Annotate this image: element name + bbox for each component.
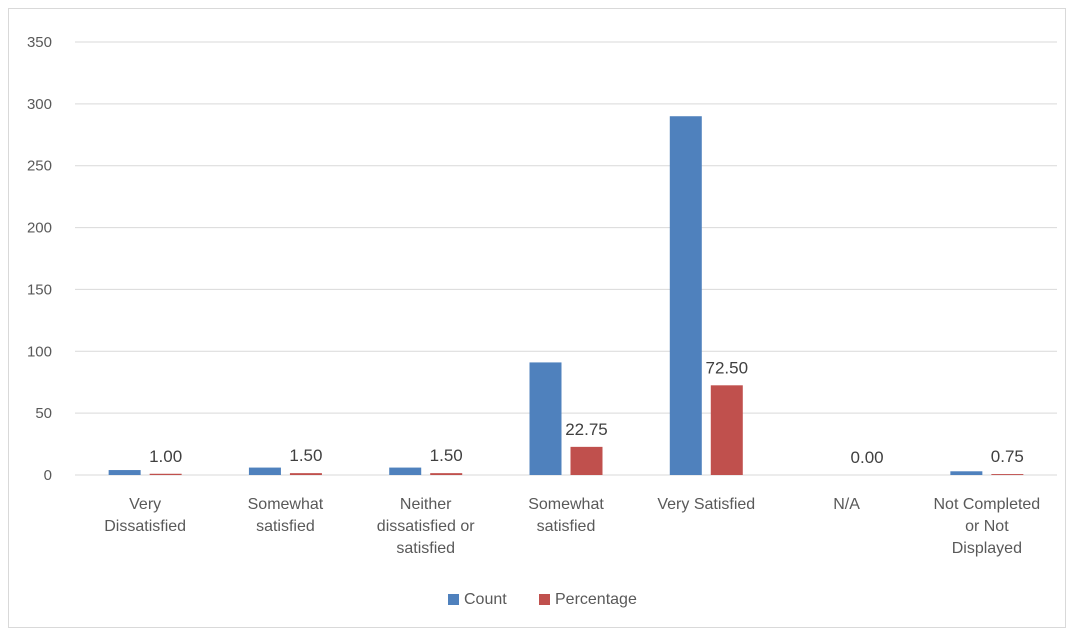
data-labels: 1.00 1.50 1.50 22.75 72.50 0.00 0.75 [149,358,1024,467]
count-bar [248,467,281,475]
legend: Count Percentage [448,591,637,608]
count-bar [389,467,422,475]
percentage-data-label: 1.50 [430,446,463,465]
percentage-bar [570,446,603,475]
y-tick-label: 250 [27,158,52,175]
legend-label-count: Count [464,591,507,608]
y-tick-label: 100 [27,343,52,360]
category-label: Somewhat satisfied [528,496,604,535]
category-label: Very Satisfied [657,496,755,513]
bars [108,116,1024,475]
percentage-data-label: 0.75 [991,447,1024,466]
legend-label-percentage: Percentage [555,591,637,608]
y-axis-ticks: 0 50 100 150 200 250 300 350 [27,34,52,484]
category-label: Neither dissatisfied or satisfied [377,496,475,557]
count-bar [529,362,562,475]
percentage-data-label: 1.50 [289,446,322,465]
percentage-bar [149,473,182,475]
legend-swatch-percentage [539,594,550,605]
gridlines [75,41,1057,476]
count-bar [950,471,983,475]
category-label: Not Completed or Not Displayed [933,496,1040,557]
count-bar [108,470,141,475]
y-tick-label: 50 [35,405,52,422]
category-label: N/A [833,496,860,513]
percentage-data-label: 22.75 [565,420,608,439]
x-axis-categories: Very Dissatisfied Somewhat satisfied Neither… [104,496,1040,557]
percentage-bar [710,385,743,475]
y-tick-label: 200 [27,220,52,237]
percentage-bar [991,474,1024,475]
category-label: Very Dissatisfied [104,496,186,535]
count-bar [669,116,702,475]
percentage-data-label: 72.50 [706,358,749,377]
percentage-bar [430,473,463,475]
y-tick-label: 300 [27,96,52,113]
y-tick-label: 350 [27,34,52,51]
percentage-data-label: 0.00 [851,448,884,467]
y-tick-label: 150 [27,281,52,298]
legend-swatch-count [448,594,459,605]
chart-frame [8,8,1066,628]
percentage-bar [289,473,322,475]
y-tick-label: 0 [44,467,52,484]
category-label: Somewhat satisfied [248,496,324,535]
percentage-data-label: 1.00 [149,447,182,466]
